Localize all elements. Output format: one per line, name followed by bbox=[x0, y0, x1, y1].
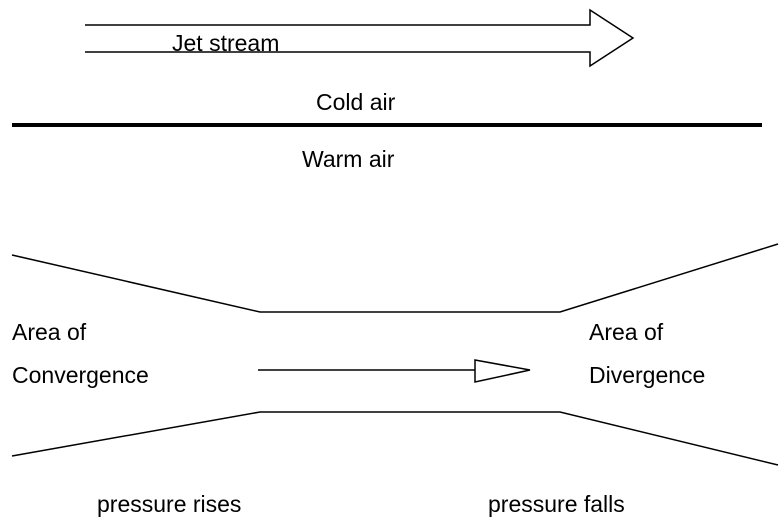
pressure-falls-label: pressure falls bbox=[488, 491, 625, 517]
warm-air-label: Warm air bbox=[302, 146, 395, 172]
jet-stream-label: Jet stream bbox=[172, 30, 279, 56]
convergence-label: Area of bbox=[12, 319, 87, 345]
cold-air-label: Cold air bbox=[316, 89, 396, 115]
pressure-rises-label: pressure rises bbox=[97, 491, 241, 517]
channel-walls bbox=[11, 243, 779, 466]
convergence-label: Convergence bbox=[12, 362, 149, 388]
divergence-label: Area of bbox=[589, 319, 664, 345]
flow-arrow bbox=[258, 359, 531, 383]
jet-stream-arrow bbox=[85, 8, 635, 68]
divergence-label: Divergence bbox=[589, 362, 705, 388]
